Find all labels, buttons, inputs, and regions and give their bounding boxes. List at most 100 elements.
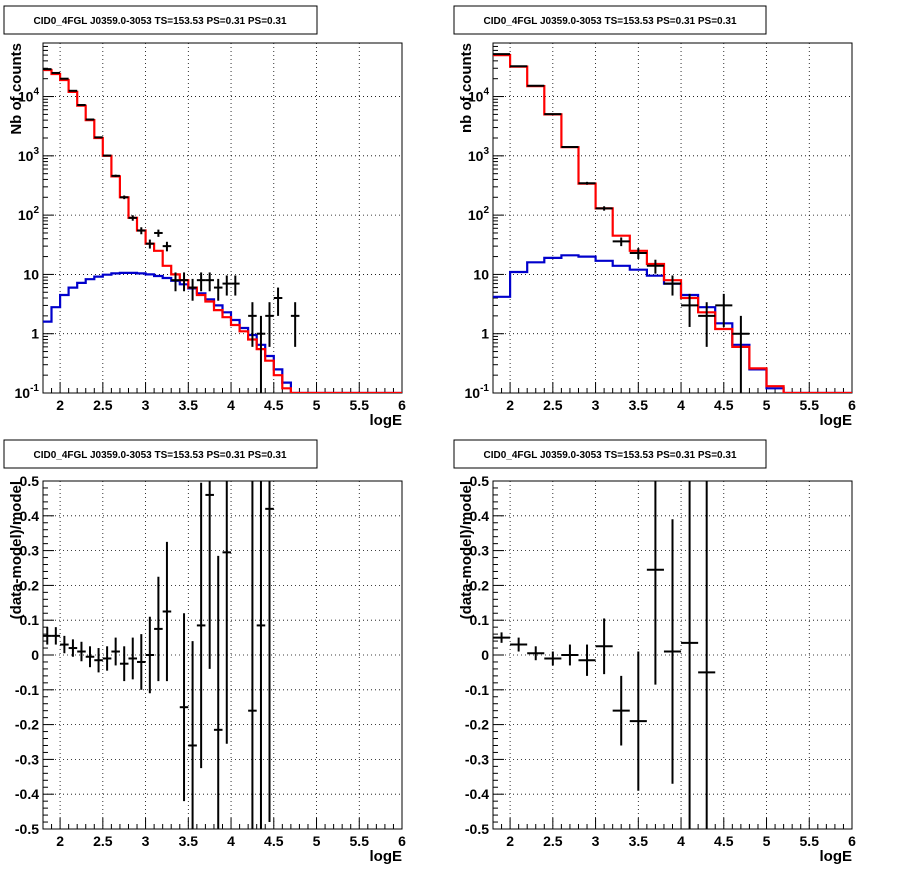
data-point (222, 275, 232, 296)
data-layer (43, 68, 402, 393)
y-tick-label: 0 (31, 647, 39, 663)
x-tick-label: 2 (506, 833, 514, 849)
grid (493, 43, 853, 394)
residual-point (60, 635, 69, 654)
title-box (3, 5, 318, 35)
x-tick-label: 3 (592, 833, 600, 849)
residual-point (493, 632, 511, 643)
residual-point (128, 637, 138, 680)
x-tick-label: 2 (506, 397, 514, 413)
data-point (179, 272, 189, 292)
counts-plot-right: CID0_4FGL J0359.0-3053 TS=153.53 PS=0.31… (453, 5, 856, 429)
x-tick-label: 4 (677, 397, 685, 413)
x-tick-label: 2.5 (93, 833, 113, 849)
total-model-histogram (493, 54, 852, 393)
x-tick-label: 3.5 (179, 833, 199, 849)
y-tick-label: -0.5 (465, 821, 489, 837)
residual-point (527, 646, 545, 661)
x-tick-label: 4 (227, 833, 235, 849)
data-point (231, 275, 240, 296)
y-tick-label: 0.5 (470, 473, 490, 489)
x-tick-label: 5 (313, 833, 321, 849)
x-tick-label: 5 (313, 397, 321, 413)
residual-point (681, 481, 699, 829)
y-axis-label: (data-model)/model (8, 481, 25, 619)
x-axis-label: logE (820, 412, 853, 429)
x-tick-label: 3 (592, 397, 600, 413)
y-tick-label: 0.4 (20, 508, 40, 524)
residual-point (154, 576, 163, 682)
x-tick-label: 3.5 (179, 397, 199, 413)
x-tick-label: 2.5 (543, 833, 563, 849)
residual-point (188, 641, 197, 829)
y-tick-label: 0.2 (20, 577, 40, 593)
data-layer (43, 481, 274, 829)
x-tick-label: 6 (398, 397, 406, 413)
y-tick-label: 102 (18, 205, 40, 223)
x-tick-label: 2 (56, 833, 64, 849)
y-tick-label: 10-1 (465, 383, 490, 401)
data-point (119, 195, 129, 200)
y-tick-label: 0.1 (20, 612, 40, 628)
pad-title: CID0_4FGL J0359.0-3053 TS=153.53 PS=0.31… (483, 450, 736, 461)
data-layer (493, 481, 716, 829)
residual-point (137, 634, 146, 690)
y-tick-label: 104 (18, 87, 40, 105)
residuals-plot-right: CID0_4FGL J0359.0-3053 TS=153.53 PS=0.31… (453, 439, 856, 865)
title-box (453, 5, 767, 35)
residual-point (179, 613, 189, 802)
data-point (213, 278, 223, 301)
residual-point (698, 481, 716, 829)
plot-frame (42, 42, 403, 394)
residual-point (248, 481, 257, 829)
y-tick-label: 0.2 (470, 577, 490, 593)
x-tick-label: 5.5 (350, 833, 370, 849)
y-tick-label: -0.4 (465, 786, 489, 802)
data-point (290, 302, 300, 347)
x-tick-label: 3 (142, 833, 150, 849)
data-point (646, 259, 664, 274)
x-tick-label: 5 (763, 397, 771, 413)
total-model-histogram (43, 68, 402, 393)
data-point (145, 239, 155, 249)
y-axis-label: Nb of counts (8, 43, 25, 135)
data-point (102, 154, 112, 157)
residual-point (578, 644, 596, 676)
y-tick-label: 0.3 (470, 543, 490, 559)
residual-point (265, 481, 274, 823)
x-tick-label: 3.5 (629, 397, 649, 413)
data-point (94, 136, 103, 139)
y-tick-label: 0.1 (470, 612, 490, 628)
x-tick-label: 6 (398, 833, 406, 849)
data-point (612, 237, 630, 247)
x-axis-label: logE (370, 848, 403, 865)
data-point (77, 104, 86, 107)
data-point (715, 293, 733, 327)
x-axis-label: logE (820, 848, 853, 865)
residual-point (213, 555, 223, 829)
data-point (681, 293, 699, 327)
residual-point (646, 481, 664, 685)
data-point (171, 272, 180, 292)
data-point (196, 272, 206, 292)
title-box (3, 439, 318, 469)
data-point (137, 227, 146, 235)
plot-frame (492, 42, 853, 394)
residual-point (196, 482, 206, 769)
y-tick-label: 103 (468, 146, 490, 164)
y-tick-label: 1 (481, 326, 489, 342)
counts-plot-left: CID0_4FGL J0359.0-3053 TS=153.53 PS=0.31… (3, 5, 406, 429)
x-axis-label: logE (370, 412, 403, 429)
data-point (111, 174, 120, 178)
x-tick-label: 5.5 (800, 397, 820, 413)
title-box (453, 439, 767, 469)
x-tick-label: 4 (677, 833, 685, 849)
x-tick-label: 2.5 (543, 397, 563, 413)
data-point (154, 229, 163, 237)
data-point (561, 145, 579, 148)
residual-point (162, 541, 172, 682)
data-point (265, 302, 274, 347)
residual-point (145, 616, 155, 694)
